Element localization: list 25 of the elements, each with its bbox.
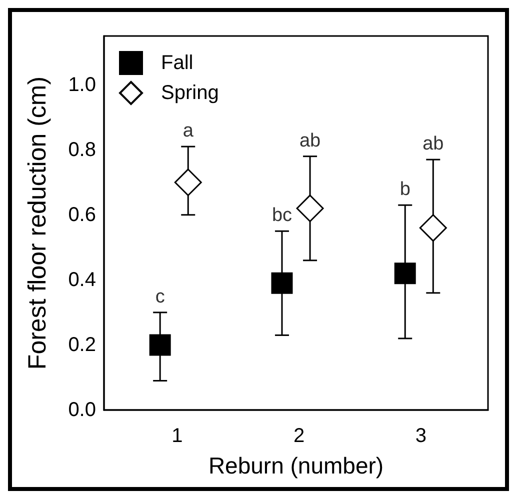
- annotation: ab: [422, 134, 444, 155]
- y-tick-label: 0.4: [68, 268, 96, 291]
- x-tick-label: 1: [172, 425, 183, 447]
- legend-label: Spring: [161, 82, 219, 104]
- point: [271, 272, 293, 294]
- x-tick-label: 2: [293, 425, 305, 447]
- annotation: a: [182, 120, 194, 142]
- x-tick-label: 3: [415, 425, 427, 447]
- point: [174, 168, 202, 196]
- annotation: ab: [299, 130, 321, 152]
- x-axis-title: Reburn (number): [208, 452, 384, 478]
- point: [394, 262, 416, 284]
- y-axis-title: Forest floor reduction (cm): [24, 76, 52, 370]
- annotation: c: [155, 286, 165, 308]
- y-tick-label: 1.0: [68, 74, 96, 96]
- y-tick-label: 0.6: [68, 204, 96, 226]
- point: [149, 334, 171, 356]
- legend-label: Fall: [161, 52, 194, 74]
- y-tick-label: 0.8: [68, 138, 96, 161]
- point: [296, 194, 324, 222]
- point: [419, 214, 447, 242]
- y-tick-label: 0.2: [68, 334, 96, 356]
- annotation: bc: [272, 205, 292, 226]
- y-tick-label: 0.0: [68, 399, 96, 421]
- annotation: b: [400, 179, 410, 200]
